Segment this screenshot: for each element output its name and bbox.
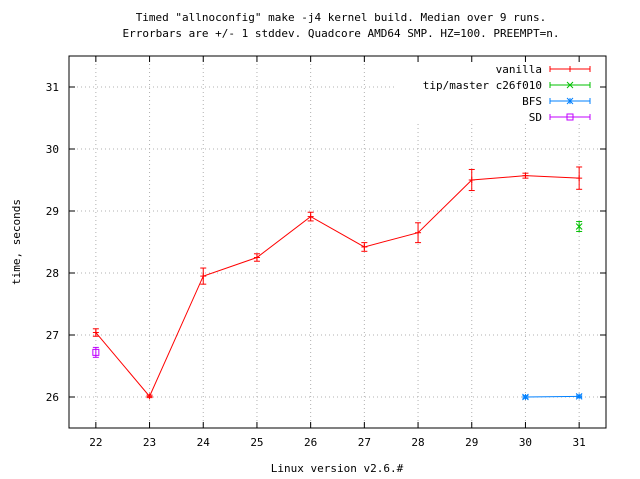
legend-marker — [566, 113, 574, 121]
series-line — [95, 175, 580, 398]
data-point — [307, 213, 314, 220]
y-tick-label: 29 — [46, 205, 59, 218]
plot-series — [92, 166, 583, 401]
legend-swatch — [549, 114, 591, 120]
series-line — [525, 395, 580, 398]
data-point — [146, 393, 153, 400]
legend-label: vanilla — [496, 63, 542, 76]
x-tick-label: 30 — [519, 436, 532, 449]
x-tick-label: 28 — [411, 436, 424, 449]
axes: 22 23 24 25 26 27 28 29 30 31 26 27 28 29 30 31 — [46, 55, 607, 449]
x-tick-label: 23 — [143, 436, 156, 449]
plot-frame — [68, 55, 607, 429]
legend-marker — [566, 81, 574, 89]
y-axis-label: time, seconds — [10, 199, 23, 285]
data-point — [522, 172, 529, 179]
series-vanilla — [92, 166, 583, 400]
y-tick-label: 27 — [46, 329, 59, 342]
data-point — [253, 254, 260, 261]
legend-label: BFS — [522, 95, 542, 108]
data-point — [576, 175, 583, 182]
chart-title-line-1: Timed "allnoconfig" make -j4 kernel buil… — [136, 11, 547, 24]
data-point — [92, 348, 100, 356]
y-tick-label: 31 — [46, 81, 59, 94]
x-tick-label: 29 — [465, 436, 478, 449]
x-tick-label: 27 — [358, 436, 371, 449]
legend-label: SD — [529, 111, 542, 124]
legend-marker — [567, 66, 573, 72]
legend-label: tip/master c26f010 — [423, 79, 542, 92]
x-tick-label: 31 — [573, 436, 586, 449]
x-axis-label: Linux version v2.6.# — [271, 462, 404, 475]
data-point — [575, 223, 583, 230]
series-tip-master-c26f010 — [575, 221, 583, 232]
x-tick-label: 26 — [304, 436, 317, 449]
data-point — [200, 273, 207, 280]
y-tick-label: 30 — [46, 143, 59, 156]
data-point — [575, 393, 583, 400]
data-point — [522, 393, 529, 401]
data-point — [468, 177, 475, 183]
data-point — [92, 329, 99, 336]
legend-marker — [566, 97, 574, 105]
x-tick-label: 24 — [197, 436, 211, 449]
chart-title-line-2: Errorbars are +/- 1 stddev. Quadcore AMD… — [122, 27, 559, 40]
y-tick-label: 28 — [46, 267, 59, 280]
series-bfs — [522, 393, 583, 401]
legend: vanilla tip/master c26f010 BFS SD — [423, 63, 591, 124]
x-tick-label: 25 — [250, 436, 263, 449]
data-point — [361, 243, 368, 250]
series-sd — [92, 346, 100, 358]
grid — [69, 56, 606, 428]
data-point — [415, 229, 422, 236]
x-tick-label: 22 — [89, 436, 102, 449]
y-tick-label: 26 — [46, 391, 59, 404]
